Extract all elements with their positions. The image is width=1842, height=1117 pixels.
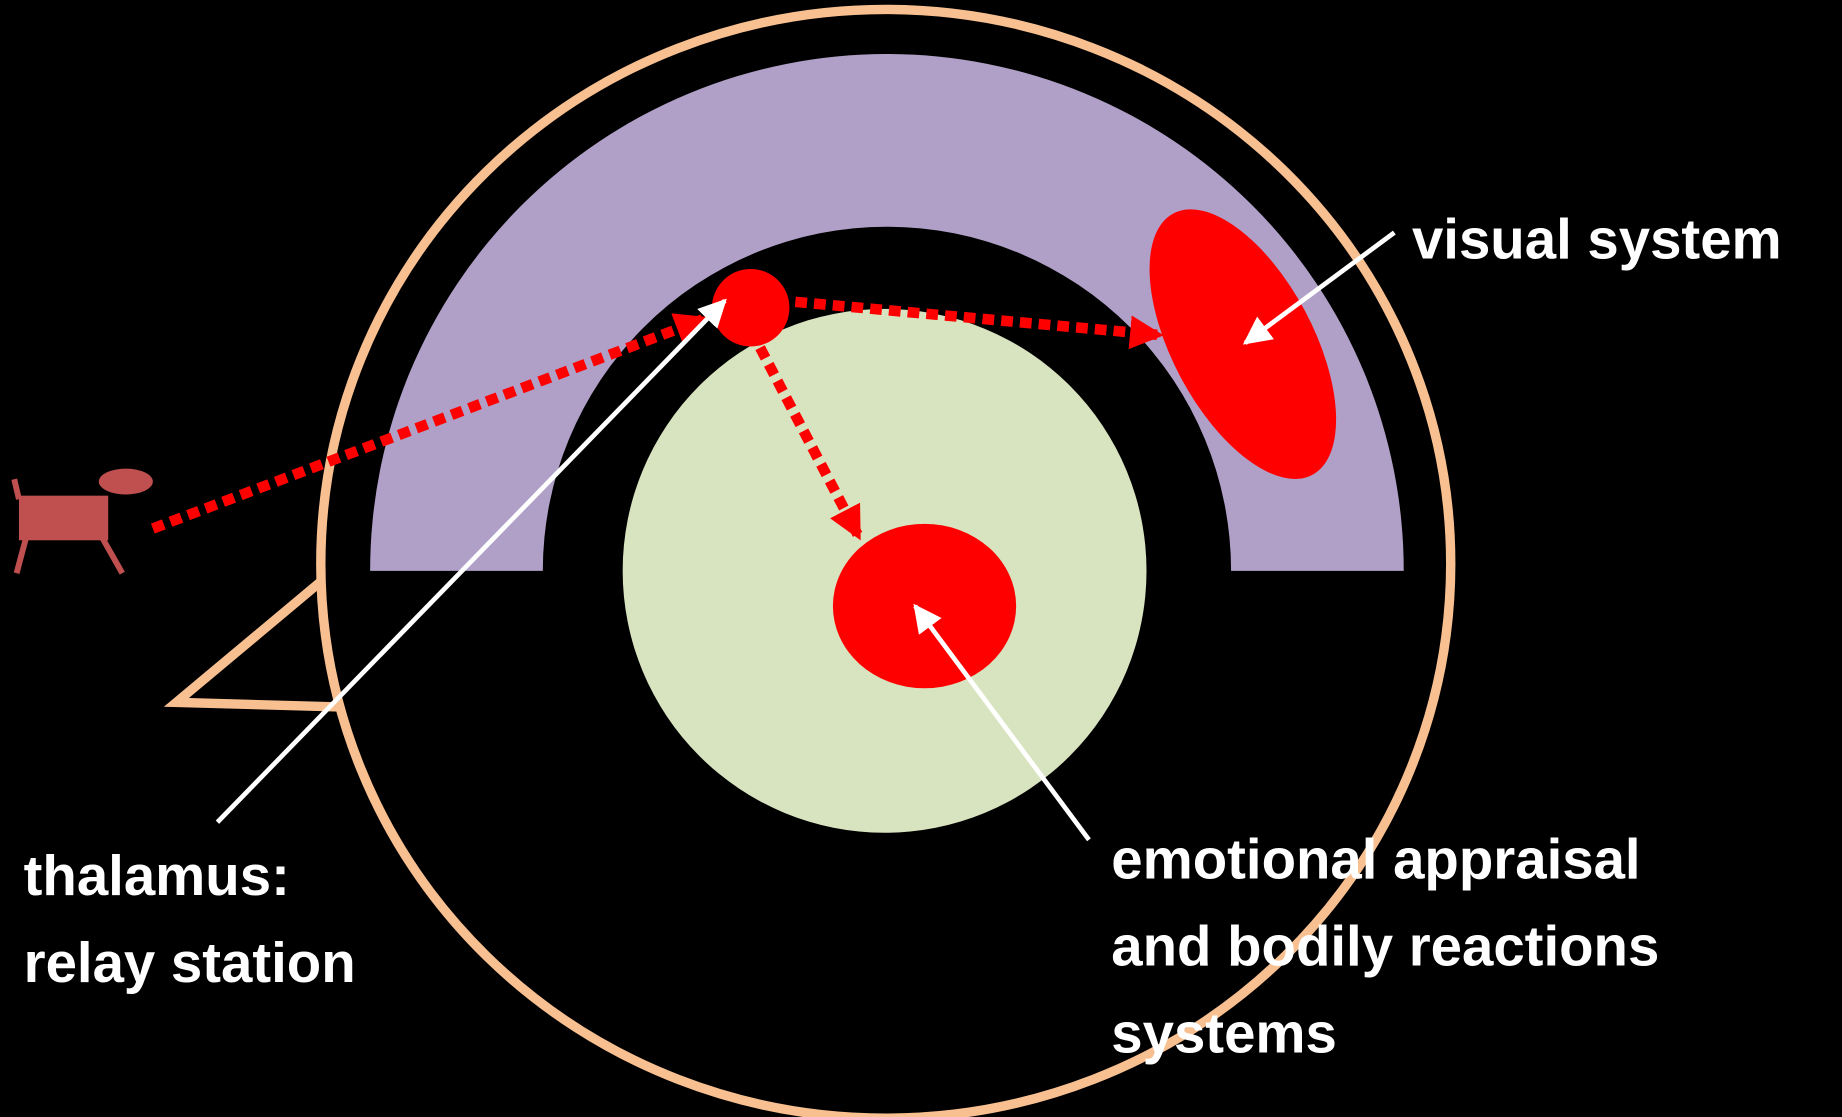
head-outline bbox=[316, 4, 1456, 1117]
emotional-label: emotional appraisal bbox=[1111, 828, 1640, 891]
emotional-label: systems bbox=[1111, 1001, 1337, 1064]
visual-system-label: visual system bbox=[1412, 207, 1782, 270]
thalamus-node bbox=[711, 268, 790, 347]
visual-label-arrow bbox=[1242, 230, 1396, 345]
emotional-node bbox=[832, 523, 1017, 689]
emotional-label-arrow bbox=[913, 603, 1091, 842]
cortex-arch bbox=[370, 54, 1404, 571]
pathway-to-emotional bbox=[755, 345, 863, 541]
pathway-to-thalamus bbox=[150, 313, 709, 534]
emotional-label: and bodily reactions bbox=[1111, 914, 1659, 977]
thalamus-label: relay station bbox=[24, 931, 356, 994]
nose bbox=[163, 578, 344, 712]
visual-system-node bbox=[1149, 209, 1337, 479]
thalamus-label-arrow bbox=[215, 298, 727, 824]
pathway-to-visual bbox=[794, 296, 1164, 350]
dog-icon bbox=[11, 468, 153, 575]
thalamus-label: thalamus: bbox=[24, 844, 290, 907]
